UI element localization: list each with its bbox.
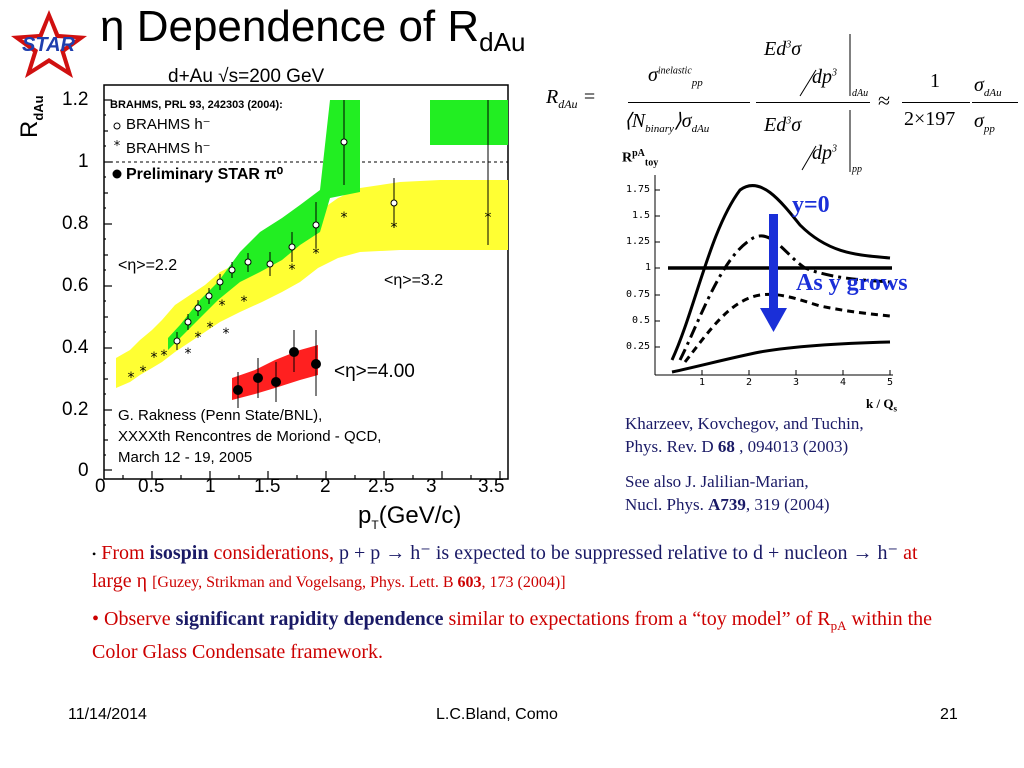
legend-filled-circle: Preliminary STAR π⁰ xyxy=(126,166,284,183)
green-band xyxy=(168,100,360,350)
formula-num: 1 xyxy=(930,70,940,92)
toy-y-tick-0-5: 0.5 xyxy=(632,315,651,326)
x-tick-1-5: 1.5 xyxy=(254,476,281,497)
x-tick-3-5: 3.5 xyxy=(478,476,505,497)
y-tick-0: 0 xyxy=(78,460,89,481)
svg-text:*: * xyxy=(185,346,192,362)
toy-y-tick-0-25: 0.25 xyxy=(626,341,651,352)
svg-text:*: * xyxy=(289,262,296,278)
credit-text: G. Rakness (Penn State/BNL), XXXXth Renc… xyxy=(118,407,382,466)
toy-x-tick-2: 2 xyxy=(746,377,753,388)
toy-x-tick-1: 1 xyxy=(699,377,706,388)
right-plot xyxy=(654,175,893,376)
rdau-formula: RdAu = σinelasticpp ⟨Nbinary⟩σdAu Ed3σ d… xyxy=(540,30,1020,180)
svg-text:*: * xyxy=(485,210,492,226)
toy-x-tick-3: 3 xyxy=(793,377,800,388)
x-axis-label: pT(GeV/c) xyxy=(358,502,462,532)
y-axis-label: RdAu xyxy=(16,95,46,138)
y-tick-1: 1 xyxy=(78,151,89,172)
toy-y-tick-1: 1 xyxy=(645,262,652,273)
y-tick-1-2: 1.2 xyxy=(62,89,89,110)
x-tick-2-5: 2.5 xyxy=(368,476,395,497)
as-y-grows-label: As y grows xyxy=(796,270,908,296)
x-tick-0: 0 xyxy=(95,476,106,497)
legend-star: BRAHMS h⁻ xyxy=(126,140,211,157)
svg-text:*: * xyxy=(140,364,147,380)
footer-center: L.C.Bland, Como xyxy=(436,706,558,723)
svg-text:pp: pp xyxy=(851,164,862,175)
x-tick-0-5: 0.5 xyxy=(138,476,165,497)
legend-open-circle: BRAHMS h⁻ xyxy=(126,116,211,133)
formula-lhs: RdAu = xyxy=(546,86,597,111)
svg-text:*: * xyxy=(151,350,158,366)
footer-date: 11/14/2014 xyxy=(68,706,147,723)
bullet-list: • From isospin considerations, p + p → h… xyxy=(92,540,962,666)
y0-label: y=0 xyxy=(792,192,830,218)
svg-text:*: * xyxy=(207,320,214,336)
toy-x-tick-5: 5 xyxy=(887,377,894,388)
footer-page-number: 21 xyxy=(940,706,958,723)
svg-text:*: * xyxy=(161,348,168,364)
x-tick-2: 2 xyxy=(320,476,331,497)
plot-ref: BRAHMS, PRL 93, 242303 (2004): xyxy=(110,99,283,111)
yellow-band xyxy=(116,180,508,388)
star-logo: STAR xyxy=(8,8,90,80)
y-tick-0-2: 0.2 xyxy=(62,399,89,420)
y-tick-0-4: 0.4 xyxy=(62,337,89,358)
citation-kharzeev: Kharzeev, Kovchegov, and Tuchin, Phys. R… xyxy=(625,414,864,456)
bullet-rapidity: • Observe significant rapidity dependenc… xyxy=(92,607,933,663)
svg-text:*: * xyxy=(195,330,202,346)
plot-header: d+Au √s=200 GeV xyxy=(168,66,325,87)
title-sub: dAu xyxy=(479,26,526,57)
citation-jalilian: See also J. Jalilian-Marian, Nucl. Phys.… xyxy=(625,472,830,514)
eta-label-2-2: <η>=2.2 xyxy=(118,257,178,274)
svg-text:*: * xyxy=(341,210,348,226)
svg-text:*: * xyxy=(114,139,121,154)
x-tick-1: 1 xyxy=(205,476,216,497)
svg-text:*: * xyxy=(223,326,230,342)
logo-text: STAR xyxy=(22,34,75,56)
x-tick-3: 3 xyxy=(426,476,437,497)
eta-label-4-00: <η>=4.00 xyxy=(334,361,415,382)
formula-den: 2×197 xyxy=(904,108,956,130)
bullet-isospin: • From isospin considerations, p + p → h… xyxy=(92,542,918,592)
y-tick-0-6: 0.6 xyxy=(62,275,89,296)
svg-text:*: * xyxy=(219,298,226,314)
toy-y-tick-1-75: 1.75 xyxy=(626,184,651,195)
svg-text:*: * xyxy=(391,220,398,236)
toy-y-label: RpAtoy xyxy=(622,148,659,169)
slide-title: η Dependence of RdAu xyxy=(100,2,525,58)
red-band xyxy=(232,345,318,400)
y-tick-0-8: 0.8 xyxy=(62,213,89,234)
toy-x-tick-4: 4 xyxy=(840,377,847,388)
svg-text:*: * xyxy=(241,294,248,310)
eta-label-3-2: <η>=3.2 xyxy=(384,272,444,289)
svg-text:dAu: dAu xyxy=(852,88,868,99)
toy-y-tick-1-25: 1.25 xyxy=(626,236,651,247)
svg-text:*: * xyxy=(128,370,135,386)
formula-approx: ≈ xyxy=(878,88,891,113)
formula-fraction-strokes: dAu pp xyxy=(799,34,868,175)
toy-y-tick-0-75: 0.75 xyxy=(626,289,651,300)
toy-x-label: k / Qs xyxy=(866,396,897,414)
svg-text:*: * xyxy=(313,246,320,262)
toy-y-tick-1-5: 1.5 xyxy=(632,210,651,221)
left-plot: * ** * ** * ** *** *** * xyxy=(103,84,509,480)
title-main: η Dependence of R xyxy=(100,2,480,51)
